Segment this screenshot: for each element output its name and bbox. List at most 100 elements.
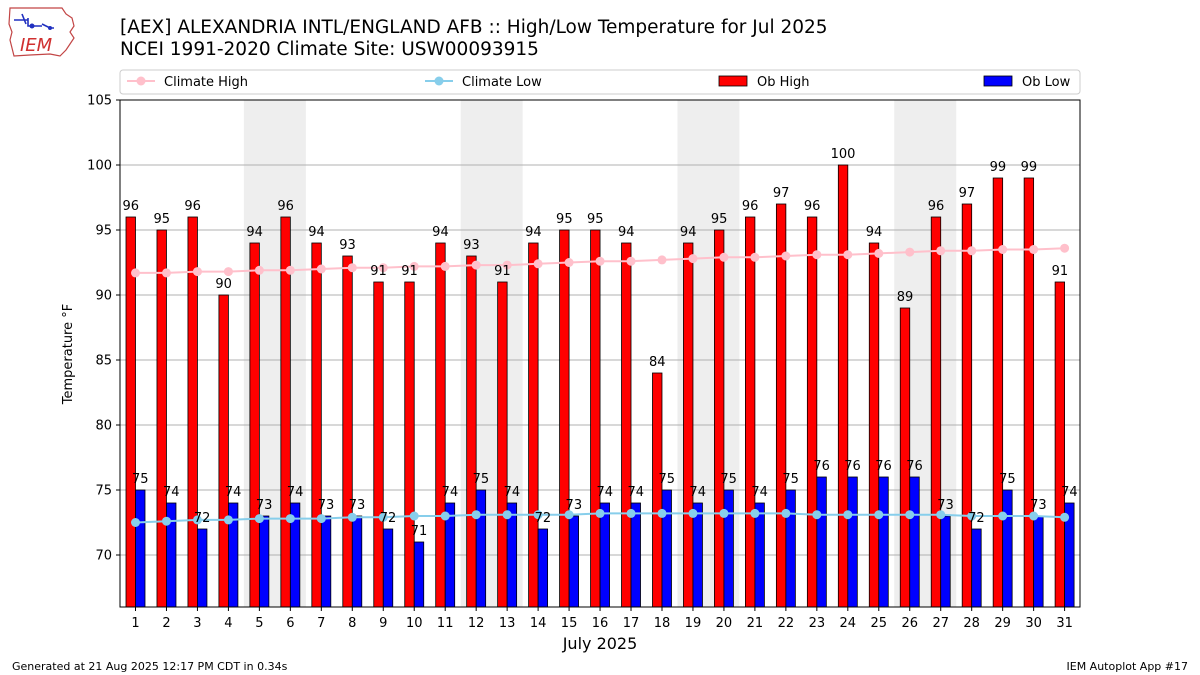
ob-high-label: 94 — [246, 225, 263, 240]
ob-high-label: 91 — [1052, 264, 1069, 279]
ob-low-bar — [940, 515, 951, 608]
ob-high-label: 97 — [773, 186, 790, 201]
x-tick-label: 27 — [932, 616, 949, 631]
ob-high-label: 91 — [370, 264, 387, 279]
climate-low-point — [223, 515, 233, 525]
climate-low-point — [688, 508, 698, 518]
ob-low-label: 72 — [968, 511, 985, 526]
y-tick-label: 75 — [95, 484, 112, 499]
ob-high-label: 97 — [959, 186, 976, 201]
y-tick-label: 90 — [95, 289, 112, 304]
ob-high-bar — [249, 242, 260, 608]
legend-ob-high-label: Ob High — [757, 75, 810, 90]
ob-high-label: 93 — [463, 238, 480, 253]
ob-low-label: 74 — [287, 485, 304, 500]
ob-high-label: 91 — [401, 264, 418, 279]
climate-high-point — [316, 264, 326, 274]
ob-high-label: 95 — [711, 212, 728, 227]
ob-low-bar — [475, 489, 487, 608]
ob-low-bar — [599, 502, 610, 608]
ob-low-label: 73 — [1030, 498, 1047, 513]
footer-app: IEM Autoplot App #17 — [1066, 660, 1189, 673]
climate-high-point — [161, 268, 171, 278]
ob-high-label: 96 — [277, 199, 294, 214]
ob-high-bar — [528, 242, 539, 608]
x-tick-label: 12 — [468, 616, 485, 631]
climate-high-point — [1029, 245, 1039, 254]
climate-low-point — [347, 512, 357, 522]
ob-high-bar — [559, 229, 570, 608]
y-axis-label: Temperature °F — [61, 304, 76, 405]
climate-low-point — [1060, 512, 1070, 522]
ob-low-label: 76 — [906, 459, 923, 474]
chart-subtitle: NCEI 1991-2020 Climate Site: USW00093915 — [120, 39, 539, 60]
climate-low-point — [843, 510, 853, 520]
ob-low-label: 74 — [751, 485, 768, 500]
ob-high-bar — [745, 216, 756, 608]
climate-high-point — [719, 252, 729, 262]
ob-high-label: 96 — [804, 199, 821, 214]
ob-low-label: 76 — [813, 459, 830, 474]
iem-logo: IEM — [8, 7, 75, 57]
ob-high-label: 91 — [494, 264, 511, 279]
ob-low-bar — [351, 515, 363, 608]
climate-low-point — [998, 511, 1008, 521]
climate-low-point — [967, 511, 977, 521]
x-tick-label: 1 — [131, 616, 139, 631]
ob-low-bar — [197, 528, 208, 608]
ob-low-label: 71 — [411, 524, 428, 539]
legend-ob-low-label: Ob Low — [1022, 75, 1071, 90]
legend-climate-high: Climate High — [127, 75, 248, 90]
ob-low-label: 74 — [597, 485, 614, 500]
ob-high-bar — [899, 307, 911, 608]
ob-high-label: 96 — [742, 199, 759, 214]
ob-low-bar — [1002, 489, 1013, 608]
climate-low-point — [657, 508, 667, 518]
ob-high-label: 95 — [556, 212, 573, 227]
legend-climate-low-label: Climate Low — [462, 75, 542, 90]
climate-low-point — [285, 514, 295, 524]
climate-low-point — [316, 514, 326, 524]
legend-ob-low: Ob Low — [983, 75, 1071, 90]
ob-low-bar — [320, 515, 332, 608]
ob-high-bar — [156, 229, 167, 608]
ob-high-bar — [714, 229, 725, 608]
ob-high-label: 84 — [649, 355, 666, 370]
x-tick-label: 9 — [379, 616, 387, 631]
ob-high-bar — [1054, 281, 1065, 608]
x-tick-label: 20 — [716, 616, 733, 631]
ob-high-label: 90 — [215, 277, 232, 292]
climate-high-point — [533, 259, 543, 269]
ob-low-label: 72 — [380, 511, 397, 526]
x-tick-label: 26 — [901, 616, 918, 631]
x-tick-label: 31 — [1056, 616, 1073, 631]
climate-low-point — [905, 510, 915, 520]
x-tick-label: 17 — [623, 616, 640, 631]
climate-high-point — [502, 260, 512, 270]
climate-high-point — [131, 268, 140, 278]
ob-low-label: 75 — [658, 472, 675, 487]
value-labels: 96 95 96 90 94 96 94 93 91 91 94 93 91 94 95 95 94 84 94 95… — [122, 147, 1077, 539]
ob-high-bar — [435, 242, 446, 608]
x-tick-label: 22 — [778, 616, 795, 631]
x-axis-label: July 2025 — [562, 634, 638, 653]
ob-high-label: 96 — [122, 199, 139, 214]
climate-high-point — [657, 255, 667, 265]
ob-low-bar — [537, 528, 549, 608]
ob-high-label: 94 — [680, 225, 697, 240]
ob-high-label: 94 — [432, 225, 449, 240]
ob-high-bar — [466, 255, 477, 608]
ob-high-bar — [992, 177, 1004, 608]
climate-high-point — [471, 260, 481, 270]
x-tick-label: 29 — [994, 616, 1011, 631]
ob-high-bar — [497, 281, 508, 608]
ob-high-label: 89 — [897, 290, 914, 305]
ob-high-label: 94 — [525, 225, 542, 240]
climate-high-point — [998, 245, 1008, 254]
y-tick-label: 95 — [95, 224, 112, 239]
x-tick-label: 13 — [499, 616, 516, 631]
ob-low-label: 74 — [442, 485, 459, 500]
ob-high-bar — [342, 255, 353, 608]
ob-high-bar — [311, 242, 322, 608]
ob-high-bar — [868, 242, 880, 608]
